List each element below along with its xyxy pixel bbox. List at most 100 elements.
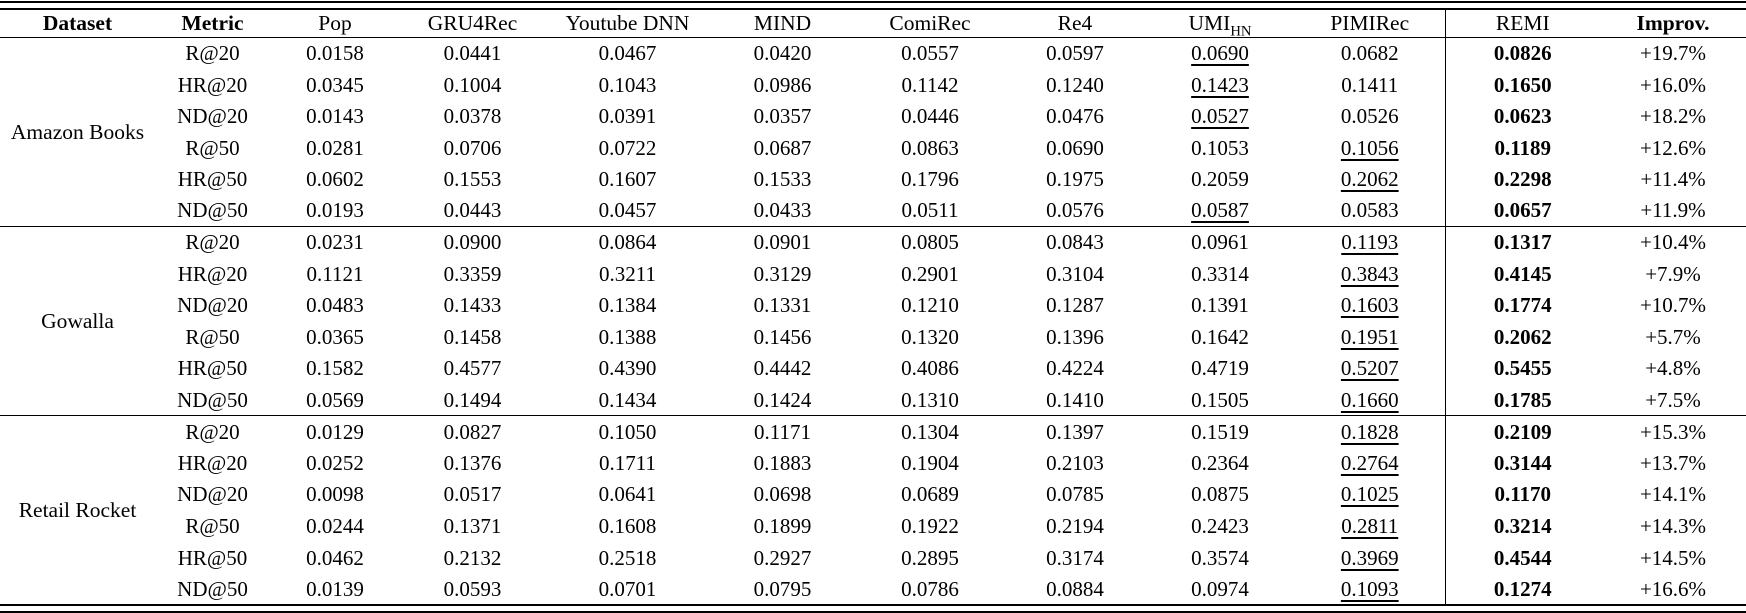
remi-value-cell: 0.2109	[1444, 415, 1600, 448]
improv-cell: +16.6%	[1639, 576, 1707, 601]
value-cell: 0.4577	[443, 356, 502, 381]
value-cell: 0.1287	[1046, 293, 1104, 318]
value-cell: 0.1883	[753, 450, 812, 475]
value-cell: 0.1582	[306, 356, 364, 381]
value-cell: 0.0511	[901, 198, 959, 223]
value-cell: 0.1494	[443, 387, 502, 412]
table-row: ND@20 0.0098 0.0517 0.0641 0.0698 0.0689 0.078…	[0, 478, 1746, 511]
value-cell: 0.0884	[1046, 576, 1104, 601]
value-cell: 0.1093	[1295, 573, 1445, 605]
value-cell: 0.0569	[306, 387, 364, 412]
improv-cell: +10.7%	[1639, 293, 1707, 318]
value-cell: 0.0526	[1340, 104, 1399, 129]
metric-cell: R@50	[185, 514, 240, 539]
col-header-method-1: GRU4Rec	[400, 9, 545, 38]
value-cell: 0.0690	[1145, 37, 1295, 69]
value-cell: 0.0443	[443, 198, 502, 223]
value-cell: 0.3104	[1046, 261, 1104, 286]
value-cell: 0.1310	[901, 387, 959, 412]
improv-cell: +11.9%	[1640, 198, 1706, 223]
improv-cell: +13.7%	[1639, 450, 1707, 475]
value-cell: 0.3314	[1191, 261, 1249, 286]
value-cell: 0.1384	[598, 293, 657, 318]
value-cell: 0.0827	[443, 419, 502, 444]
value-cell: 0.0281	[306, 135, 364, 160]
col-header-method-4: ComiRec	[855, 9, 1005, 38]
value-cell: 0.1240	[1046, 72, 1104, 97]
col-header-metric: Metric	[155, 9, 270, 38]
value-cell: 0.0433	[753, 198, 812, 223]
value-cell: 0.0583	[1340, 198, 1399, 223]
value-cell: 0.5207	[1295, 353, 1445, 385]
value-cell: 0.2059	[1191, 167, 1249, 192]
value-cell: 0.2518	[598, 545, 657, 570]
improv-cell: +12.6%	[1639, 135, 1707, 160]
value-cell: 0.0378	[443, 104, 502, 129]
umi-label-subscript: HN	[1230, 23, 1252, 38]
remi-value-cell: 0.1274	[1444, 573, 1600, 605]
value-cell: 0.1904	[901, 450, 959, 475]
value-cell: 0.2901	[901, 261, 959, 286]
value-cell: 0.1660	[1295, 384, 1445, 416]
table-row: Gowalla R@20 0.0231 0.0900 0.0864 0.0901 0.080…	[0, 226, 1746, 333]
remi-value-cell: 0.1785	[1444, 384, 1600, 416]
value-cell: 0.1331	[753, 293, 812, 318]
value-cell: 0.3359	[443, 261, 502, 286]
col-header-dataset: Dataset	[0, 9, 155, 38]
dataset-group: Amazon Books R@20 0.0158 0.0441 0.0467 0.0420…	[0, 37, 1746, 227]
metric-cell: HR@50	[177, 167, 248, 192]
metric-cell: ND@20	[177, 482, 248, 507]
value-cell: 0.0557	[901, 41, 959, 66]
remi-value-cell: 0.0657	[1444, 195, 1600, 227]
table-row: Retail Rocket R@20 0.0129 0.0827 0.1050 0.117…	[0, 415, 1746, 522]
second-best-value: 0.1660	[1340, 387, 1399, 412]
second-best-value: 0.2062	[1340, 167, 1399, 192]
table-row: R@50 0.0281 0.0706 0.0722 0.0687 0.0863 0.0690…	[0, 131, 1746, 164]
table-row: ND@20 0.0143 0.0378 0.0391 0.0357 0.0446 0.047…	[0, 100, 1746, 132]
value-cell: 0.1533	[753, 167, 812, 192]
metric-cell: HR@50	[177, 356, 248, 381]
value-cell: 0.1371	[443, 514, 502, 539]
value-cell: 0.0231	[306, 230, 364, 255]
col-header-improv: Improv.	[1600, 9, 1746, 38]
value-cell: 0.1711	[599, 450, 656, 475]
value-cell: 0.2811	[1295, 510, 1445, 542]
value-cell: 0.0805	[901, 230, 959, 255]
value-cell: 0.0139	[306, 576, 364, 601]
value-cell: 0.0597	[1046, 41, 1104, 66]
col-header-method-2: Youtube DNN	[545, 9, 710, 38]
second-best-value: 0.1423	[1191, 72, 1249, 97]
value-cell: 0.2764	[1295, 447, 1445, 479]
second-best-value: 0.1056	[1340, 135, 1399, 160]
value-cell: 0.0602	[306, 167, 364, 192]
remi-value-cell: 0.1650	[1444, 68, 1600, 101]
table-row: HR@20 0.1121 0.3359 0.3211 0.3129 0.2901 0.310…	[0, 258, 1746, 290]
value-cell: 0.0701	[598, 576, 657, 601]
remi-value-cell: 0.2062	[1444, 321, 1600, 353]
value-cell: 0.0365	[306, 324, 364, 349]
value-cell: 0.1608	[598, 514, 657, 539]
col-header-method-3: MIND	[710, 9, 855, 38]
second-best-value: 0.2811	[1341, 514, 1399, 539]
remi-value-cell: 0.1774	[1444, 289, 1600, 322]
value-cell: 0.3969	[1295, 542, 1445, 574]
second-best-value: 0.3843	[1340, 261, 1399, 286]
value-cell: 0.0901	[753, 230, 812, 255]
improv-cell: +15.3%	[1639, 419, 1707, 444]
value-cell: 0.0457	[598, 198, 657, 223]
improv-cell: +14.5%	[1639, 545, 1707, 570]
value-cell: 0.3574	[1191, 545, 1249, 570]
value-cell: 0.1171	[754, 419, 811, 444]
remi-value-cell: 0.1189	[1444, 131, 1600, 164]
value-cell: 0.0875	[1191, 482, 1249, 507]
second-best-value: 0.1828	[1340, 419, 1399, 444]
col-header-method-7: PIMIRec	[1295, 9, 1445, 38]
value-cell: 0.0961	[1191, 230, 1249, 255]
value-cell: 0.0345	[306, 72, 364, 97]
value-cell: 0.1050	[598, 419, 657, 444]
value-cell: 0.2132	[443, 545, 502, 570]
value-cell: 0.0476	[1046, 104, 1104, 129]
metric-cell: ND@50	[177, 387, 248, 412]
value-cell: 0.1397	[1046, 419, 1104, 444]
